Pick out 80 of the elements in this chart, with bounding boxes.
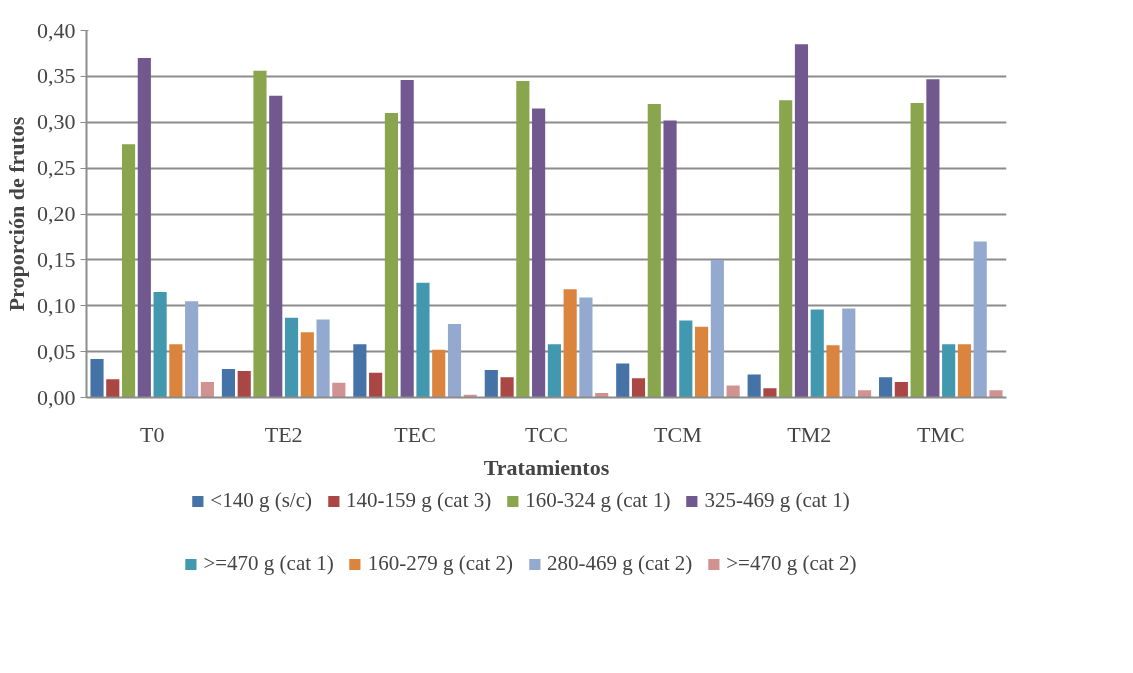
y-tick-label: 0,05 [37, 338, 76, 364]
y-tick-label: 0,15 [37, 246, 76, 272]
y-tick-label: 0,40 [37, 17, 76, 43]
bar [957, 344, 972, 398]
bar [185, 301, 199, 398]
bar [989, 390, 1003, 398]
bar [779, 100, 793, 398]
y-tick-label: 0,25 [37, 155, 76, 181]
x-tick-label: T0 [140, 421, 165, 447]
bar [532, 108, 546, 398]
bar [547, 344, 561, 398]
bar [300, 332, 314, 398]
bar [857, 390, 872, 398]
bar [121, 144, 136, 398]
bar [616, 363, 630, 398]
legend-label: 160-279 g (cat 2) [367, 551, 513, 576]
bar [516, 80, 530, 398]
x-tick-label: TCM [654, 421, 702, 447]
bar [221, 369, 236, 398]
bar [237, 370, 251, 398]
y-tick-label: 0,00 [37, 384, 76, 410]
bar [794, 44, 809, 398]
x-tick-label: TE2 [264, 421, 303, 447]
legend-label: 160-324 g (cat 1) [525, 488, 671, 513]
x-tick-label: TM2 [787, 421, 832, 447]
legend-label: 140-159 g (cat 3) [346, 488, 492, 513]
bar [500, 377, 514, 398]
legend-label: <140 g (s/c) [210, 488, 313, 513]
x-tick-label: TCC [525, 421, 568, 447]
y-tick-label: 0,10 [37, 292, 76, 318]
bar [973, 241, 987, 398]
legend-label: 280-469 g (cat 2) [547, 551, 693, 576]
bar [353, 344, 367, 398]
bar [153, 291, 167, 398]
x-tick-label: TMC [916, 421, 965, 447]
bar [579, 297, 593, 398]
bar [106, 379, 120, 398]
x-axis-title: Tratamientos [483, 454, 610, 480]
bar [369, 372, 383, 398]
bar [710, 259, 724, 398]
bar [284, 317, 299, 398]
bar [679, 320, 693, 398]
y-tick-label: 0,20 [37, 201, 76, 226]
legend-label: 325-469 g (cat 1) [704, 488, 850, 513]
bar [447, 324, 462, 398]
x-tick-label: TEC [394, 421, 436, 447]
bar [90, 358, 104, 398]
bar [400, 80, 414, 398]
bar [432, 349, 446, 398]
bar [484, 369, 498, 398]
bar [810, 309, 824, 398]
bar [695, 326, 709, 398]
legend-label: >=470 g (cat 1) [203, 551, 334, 576]
bar [631, 378, 646, 398]
bar [269, 95, 283, 398]
bar [894, 381, 908, 398]
bar [169, 344, 183, 398]
bar [137, 58, 151, 398]
bar [763, 388, 777, 398]
legend-label: >=470 g (cat 2) [726, 551, 857, 576]
y-axis-title: Proporción de frutos [4, 116, 29, 312]
bar [647, 103, 661, 398]
bar [942, 344, 956, 398]
bar [384, 113, 398, 398]
bar [826, 345, 840, 398]
bar [200, 381, 214, 398]
y-tick-label: 0,35 [37, 63, 76, 89]
y-tick-label: 0,30 [37, 109, 76, 135]
bar [726, 385, 740, 398]
bar [316, 319, 330, 398]
bar [563, 289, 577, 398]
bar [842, 308, 856, 398]
bar [416, 282, 430, 398]
bar [663, 120, 677, 398]
bar [253, 70, 267, 398]
bar [747, 374, 761, 398]
bar [926, 79, 940, 398]
bar [879, 377, 893, 398]
bar [332, 382, 346, 398]
bar [910, 102, 924, 398]
